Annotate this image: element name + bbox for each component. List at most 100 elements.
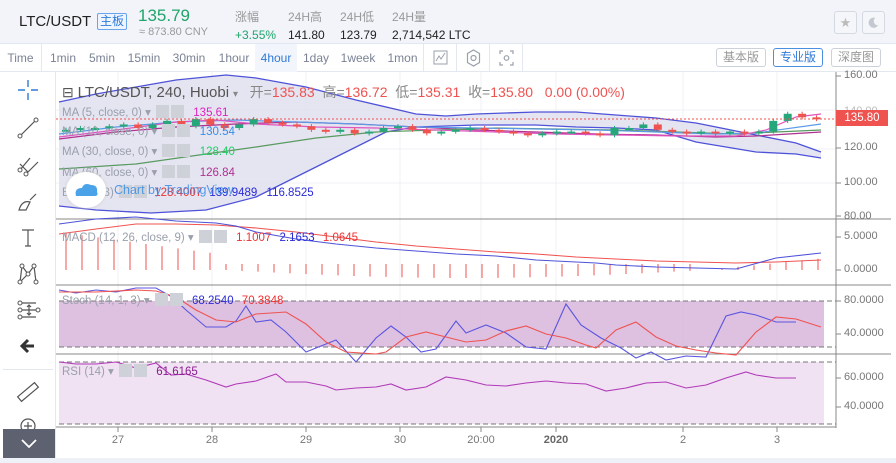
drawing-toolbar <box>0 72 56 458</box>
ruler-icon[interactable] <box>14 378 42 406</box>
last-price: 135.79 <box>138 6 190 25</box>
back-arrow-icon[interactable] <box>14 332 42 360</box>
interval-1hour[interactable]: 1hour <box>218 51 250 65</box>
board-badge: 主板 <box>97 13 128 30</box>
close-icon[interactable] <box>133 185 147 198</box>
market-header: LTC/USDT 主板 135.79 ≈ 873.80 CNY 涨幅 +3.55… <box>0 0 896 44</box>
settings-hex-icon <box>466 49 481 67</box>
stoch-axis-label: 80.0000 <box>844 294 884 306</box>
low-value: 135.31 <box>417 84 461 100</box>
macd-legend[interactable]: MACD (12, 26, close, 9) ▾ 1.1007 2.1653 … <box>62 230 359 244</box>
gear-icon[interactable] <box>154 293 168 306</box>
rsi-axis-label: 60.0000 <box>844 371 884 383</box>
stoch-legend[interactable]: Stoch (14, 1, 3) ▾ 68.2540 70.3848 <box>62 293 284 307</box>
time-axis-label: 27 <box>111 434 125 446</box>
pitchfork-icon[interactable] <box>14 152 42 180</box>
time-axis-label: 3 <box>773 434 781 446</box>
gear-icon[interactable] <box>118 185 132 198</box>
chart-canvas[interactable] <box>56 72 896 458</box>
rsi-axis-label: 40.0000 <box>844 400 884 412</box>
change-value: 0.00 (0.00%) <box>544 84 625 100</box>
close-icon[interactable] <box>177 144 191 157</box>
macd-axis-label: 5.0000 <box>844 230 878 242</box>
text-icon[interactable] <box>14 224 42 252</box>
trend-line-icon[interactable] <box>14 114 42 142</box>
close-icon[interactable] <box>177 165 191 178</box>
interval-time[interactable]: Time <box>0 44 42 72</box>
gear-icon[interactable] <box>198 230 212 243</box>
chart-area[interactable]: ⊟ LTC/USDT, 240, Huobi ▾ 开=135.83 高=136.… <box>56 69 896 458</box>
settings-button[interactable] <box>457 44 490 72</box>
time-axis-label: 20:00 <box>467 434 495 446</box>
ma10-legend[interactable]: MA (10, close, 0) ▾ 130.54 <box>62 124 235 138</box>
sidebar-divider <box>3 369 53 370</box>
close-icon[interactable] <box>171 105 185 118</box>
collapse-legend-icon[interactable]: ⊟ <box>62 84 74 100</box>
fullscreen-icon <box>499 50 514 66</box>
interval-1day[interactable]: 1day <box>302 51 330 65</box>
cny-price: ≈ 873.80 CNY <box>139 26 209 38</box>
interval-5min[interactable]: 5min <box>88 51 115 65</box>
price-axis-label: 80.00 <box>844 210 872 222</box>
gear-icon[interactable] <box>162 124 176 137</box>
high-value: 136.72 <box>344 84 388 100</box>
close-icon[interactable] <box>169 293 183 306</box>
interval-15min[interactable]: 15min <box>127 51 161 65</box>
fullscreen-button[interactable] <box>490 44 523 72</box>
view-depth-button[interactable]: 深度图 <box>831 48 882 67</box>
open-value: 135.83 <box>271 84 315 100</box>
gear-icon[interactable] <box>162 144 176 157</box>
indicator-icon <box>433 50 448 65</box>
favorite-button[interactable]: ★ <box>834 11 857 34</box>
chevron-down-icon <box>21 439 37 449</box>
chevron-down-icon[interactable]: ▾ <box>232 89 238 100</box>
close-icon[interactable] <box>177 124 191 137</box>
price-axis-label: 100.00 <box>844 176 878 188</box>
close-icon[interactable] <box>213 230 227 243</box>
ma5-legend[interactable]: MA (5, close, 0) ▾ 135.61 <box>62 105 229 119</box>
price-axis-label: 160.00 <box>844 69 878 81</box>
stoch-axis-label: 40.0000 <box>844 327 884 339</box>
time-axis-label: 2020 <box>543 434 569 446</box>
indicator-button[interactable] <box>424 44 457 72</box>
gear-icon[interactable] <box>119 364 133 377</box>
measure-icon[interactable] <box>14 296 42 324</box>
close-icon[interactable] <box>134 364 148 377</box>
stat-volume: 24H量 2,714,542 LTC <box>392 10 471 42</box>
macd-axis-label: 0.0000 <box>844 263 878 275</box>
gear-icon[interactable] <box>162 165 176 178</box>
gear-icon[interactable] <box>156 105 170 118</box>
watermark[interactable]: Chart by TradingView <box>114 183 234 197</box>
time-axis-label: 2 <box>679 434 687 446</box>
interval-30min[interactable]: 30min <box>172 51 206 65</box>
brush-icon[interactable] <box>14 188 42 216</box>
cloud-icon <box>75 184 98 196</box>
current-price-tag: 135.80 <box>836 110 888 126</box>
ma30-legend[interactable]: MA (30, close, 0) ▾ 128.40 <box>62 144 235 158</box>
collapse-sidebar-button[interactable] <box>3 429 55 458</box>
stat-low: 24H低 123.79 <box>340 10 377 42</box>
pattern-icon[interactable] <box>14 260 42 288</box>
symbol-legend[interactable]: ⊟ LTC/USDT, 240, Huobi ▾ 开=135.83 高=136.… <box>62 84 625 101</box>
star-icon: ★ <box>839 15 852 30</box>
time-axis-label: 28 <box>205 434 219 446</box>
pair-name: LTC/USDT <box>19 13 92 30</box>
close-value: 135.80 <box>490 84 534 100</box>
theme-toggle-button[interactable] <box>862 11 885 34</box>
symbol-title: LTC/USDT, 240, Huobi <box>77 84 230 101</box>
view-pro-button[interactable]: 专业版 <box>773 48 824 67</box>
stat-high: 24H高 141.80 <box>288 10 325 42</box>
crosshair-icon[interactable] <box>14 76 42 104</box>
price-axis-label: 120.00 <box>844 141 878 153</box>
view-basic-button[interactable]: 基本版 <box>716 48 767 67</box>
moon-icon <box>868 17 879 28</box>
interval-1mon[interactable]: 1mon <box>382 44 424 72</box>
interval-1min[interactable]: 1min <box>49 51 76 65</box>
interval-4hour[interactable]: 4hour <box>255 44 297 72</box>
tradingview-logo[interactable] <box>66 172 106 208</box>
time-axis-label: 30 <box>393 434 407 446</box>
interval-1week[interactable]: 1week <box>340 51 376 65</box>
stat-change: 涨幅 +3.55% <box>235 10 277 42</box>
time-axis-label: 29 <box>299 434 313 446</box>
rsi-legend[interactable]: RSI (14) ▾ 61.6165 <box>62 364 198 378</box>
